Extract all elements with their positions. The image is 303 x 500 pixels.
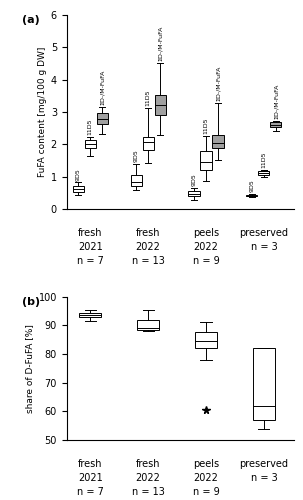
- PathPatch shape: [270, 122, 281, 128]
- Text: n = 13: n = 13: [132, 256, 165, 266]
- Text: n = 3: n = 3: [251, 242, 277, 252]
- Y-axis label: share of D-FuFA [%]: share of D-FuFA [%]: [25, 324, 35, 413]
- Text: (b): (b): [22, 296, 41, 306]
- Text: 2021: 2021: [78, 474, 103, 484]
- Text: peels: peels: [193, 460, 219, 469]
- Text: fresh: fresh: [78, 460, 102, 469]
- Y-axis label: FuFA content [mg/100 g DW]: FuFA content [mg/100 g DW]: [38, 47, 47, 177]
- Text: 9D5: 9D5: [249, 179, 255, 192]
- PathPatch shape: [85, 140, 96, 148]
- Text: n = 13: n = 13: [132, 487, 165, 497]
- Text: 2022: 2022: [136, 474, 161, 484]
- PathPatch shape: [246, 194, 258, 196]
- PathPatch shape: [201, 152, 211, 170]
- Text: 9D5: 9D5: [134, 150, 138, 162]
- Text: n = 9: n = 9: [193, 487, 219, 497]
- Text: ΣD-/M-FuFA: ΣD-/M-FuFA: [100, 70, 105, 105]
- Text: 11D5: 11D5: [204, 118, 208, 134]
- Text: 2021: 2021: [78, 242, 103, 252]
- PathPatch shape: [137, 320, 159, 330]
- Text: n = 9: n = 9: [193, 256, 219, 266]
- Text: fresh: fresh: [136, 460, 160, 469]
- Text: fresh: fresh: [78, 228, 102, 238]
- Text: 2022: 2022: [136, 242, 161, 252]
- Text: fresh: fresh: [136, 228, 160, 238]
- Text: 9D5: 9D5: [76, 168, 81, 180]
- PathPatch shape: [188, 191, 200, 196]
- Text: 2022: 2022: [194, 474, 218, 484]
- Text: preserved: preserved: [239, 460, 288, 469]
- PathPatch shape: [253, 348, 275, 420]
- PathPatch shape: [212, 135, 224, 148]
- Text: ΣD-/M-FuFA: ΣD-/M-FuFA: [273, 84, 278, 119]
- PathPatch shape: [155, 95, 166, 114]
- Text: preserved: preserved: [239, 228, 288, 238]
- Text: peels: peels: [193, 228, 219, 238]
- Text: (a): (a): [22, 15, 40, 25]
- Text: 2022: 2022: [194, 242, 218, 252]
- Text: ΣD-/M-FuFA: ΣD-/M-FuFA: [215, 66, 221, 101]
- PathPatch shape: [142, 137, 154, 150]
- Text: 9D5: 9D5: [191, 173, 197, 186]
- Text: 11D5: 11D5: [88, 118, 93, 135]
- Text: n = 7: n = 7: [77, 256, 104, 266]
- Text: n = 3: n = 3: [251, 474, 277, 484]
- PathPatch shape: [73, 186, 84, 192]
- PathPatch shape: [97, 112, 108, 124]
- PathPatch shape: [258, 171, 269, 175]
- PathPatch shape: [131, 175, 142, 186]
- PathPatch shape: [195, 332, 217, 348]
- Text: ΣD-/M-FuFA: ΣD-/M-FuFA: [158, 26, 163, 61]
- PathPatch shape: [79, 314, 102, 316]
- Text: n = 7: n = 7: [77, 487, 104, 497]
- Text: 11D5: 11D5: [146, 90, 151, 106]
- Text: 11D5: 11D5: [261, 151, 266, 168]
